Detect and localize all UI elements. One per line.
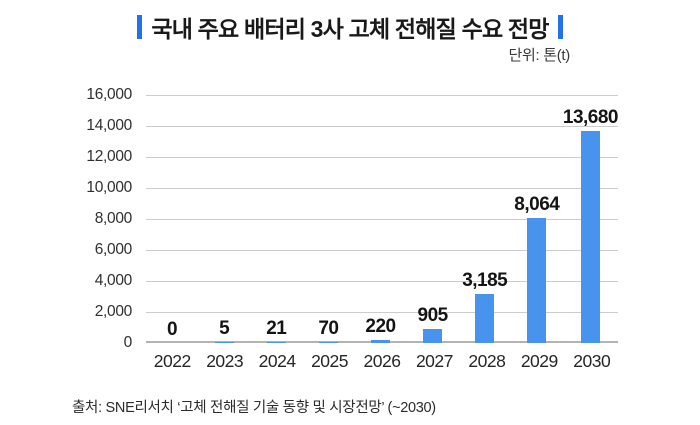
gridline: [146, 219, 618, 220]
x-axis-tick-label: 2022: [153, 351, 191, 371]
bar: [266, 341, 286, 343]
x-axis-tick-label: 2027: [415, 351, 453, 371]
plot-area: 0 5 21 70 220 905 3,185 8,064 13,680: [146, 95, 619, 343]
gridline: [146, 250, 618, 251]
x-axis-tick-label: 2029: [520, 351, 558, 371]
bar: [580, 130, 600, 343]
bar-column: 220: [354, 95, 406, 343]
bar-column: 0: [146, 95, 198, 343]
y-axis-tick-label: 12,000: [86, 148, 132, 165]
gridline: [146, 126, 618, 127]
bar: [370, 339, 390, 343]
x-axis-tick-label: 2025: [311, 351, 348, 371]
x-axis-tick-label: 2026: [363, 351, 401, 371]
gridline: [146, 312, 618, 313]
gridline: [146, 188, 618, 189]
bar-value-label: 13,680: [562, 106, 619, 128]
gridline: [146, 157, 618, 158]
x-axis-tick-label: 2023: [206, 351, 244, 371]
x-axis-tick-label: 2028: [468, 351, 506, 371]
gridline: [146, 95, 618, 96]
title-accent-bar-right: [557, 15, 563, 39]
bar-value-label: 905: [417, 304, 449, 326]
bar-series: 0 5 21 70 220 905 3,185 8,064 13,680: [146, 95, 619, 343]
y-axis-tick-label: 14,000: [86, 117, 132, 134]
bar: [318, 341, 338, 343]
bar-column: 8,064: [511, 95, 563, 343]
y-axis-tick-label: 0: [123, 334, 133, 351]
y-axis-tick-label: 16,000: [86, 86, 132, 103]
bar-value-label: 220: [365, 315, 396, 337]
x-axis-tick-label: 2024: [258, 351, 296, 371]
x-axis-tick-label: 2030: [573, 351, 611, 371]
chart-title: 국내 주요 배터리 3사 고체 전해질 수요 전망: [151, 16, 549, 42]
y-axis-tick-label: 2,000: [94, 303, 133, 320]
bar-value-label: 70: [318, 317, 339, 339]
bar-value-label: 3,185: [462, 269, 508, 291]
gridline: [146, 281, 618, 282]
bar-value-label: 0: [167, 319, 178, 340]
y-axis-tick-label: 6,000: [94, 241, 133, 258]
chart-title-row: 국내 주요 배터리 3사 고체 전해질 수요 전망: [0, 10, 700, 44]
bar-column: 905: [407, 95, 459, 343]
y-axis-tick-label: 8,000: [94, 210, 133, 227]
bar-column: 21: [250, 95, 302, 343]
bar-column: 5: [198, 95, 250, 343]
bar: [214, 341, 234, 343]
y-axis: 16,000 14,000 12,000 10,000 8,000 6,000 4,000 2…: [0, 86, 133, 351]
title-accent-bar-left: [137, 15, 143, 39]
bar: [475, 293, 495, 343]
bar-value-label: 5: [219, 317, 230, 339]
bar-column: 13,680: [562, 95, 619, 343]
unit-label: 단위: 톤(t): [508, 47, 571, 64]
y-axis-tick-label: 10,000: [86, 179, 132, 196]
y-axis-tick-label: 4,000: [94, 272, 133, 289]
bar-column: 70: [302, 95, 354, 343]
bar-value-label: 8,064: [514, 194, 560, 216]
bar-column: 3,185: [459, 95, 511, 343]
source-note: 출처: SNE리서치 ‘고체 전해질 기술 동향 및 시장전망’ (~2030): [72, 400, 436, 416]
bar: [527, 218, 547, 343]
bar: [423, 328, 443, 343]
bar-value-label: 21: [266, 317, 287, 339]
x-axis: 2022 2023 2024 2025 2026 2027 2028 2029 2030: [146, 351, 618, 372]
